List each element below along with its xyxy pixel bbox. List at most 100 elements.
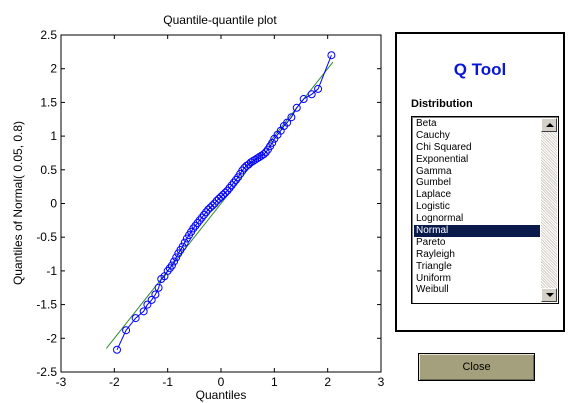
plot-title: Quantile-quantile plot [163, 13, 277, 27]
y-tick-label: -2 [46, 331, 57, 345]
x-tick-label: -1 [162, 375, 173, 389]
data-point [214, 194, 223, 203]
data-point [253, 154, 262, 163]
data-point [178, 242, 187, 251]
data-markers [113, 51, 336, 354]
data-point [221, 188, 230, 197]
y-tick-label: -2.5 [36, 365, 57, 379]
distribution-item[interactable]: Laplace [416, 189, 452, 201]
distribution-item[interactable]: Cauchy [416, 129, 450, 141]
arrow-down-icon [546, 293, 554, 297]
data-point [255, 152, 264, 161]
data-point [238, 166, 247, 175]
data-point [189, 224, 198, 233]
data-point [143, 300, 152, 309]
x-tick-label: 1 [271, 375, 278, 389]
listbox-scrollbar[interactable] [541, 118, 557, 302]
data-point [210, 199, 219, 208]
data-point [154, 283, 163, 292]
data-point [251, 155, 260, 164]
data-point [122, 326, 131, 335]
data-point [287, 113, 296, 122]
data-point [327, 51, 336, 60]
distribution-item[interactable]: Triangle [416, 260, 452, 272]
data-point [292, 103, 301, 112]
data-point [167, 261, 176, 270]
data-point [219, 190, 228, 199]
y-tick-label: 0 [50, 197, 57, 211]
distribution-item[interactable]: Beta [416, 118, 437, 129]
distribution-label: Distribution [411, 98, 473, 110]
x-tick-label: 0 [218, 375, 225, 389]
y-tick-label: 0.5 [40, 163, 57, 177]
data-point [191, 221, 200, 230]
data-point [225, 183, 234, 192]
arrow-up-icon [546, 123, 554, 127]
qq-plot: Quantile-quantile plot -3 -2 -1 0 1 2 3 -2.5 -2 -… [11, 13, 385, 402]
data-point [283, 118, 292, 127]
y-tick-label: -0.5 [36, 230, 57, 244]
distribution-list: Beta Cauchy Chi Squared Exponential Gamma Gum… [414, 118, 540, 296]
data-point [202, 208, 211, 217]
distribution-item[interactable]: Pareto [416, 236, 446, 248]
data-point [131, 314, 140, 323]
data-point [229, 178, 238, 187]
data-point [231, 175, 240, 184]
data-point [246, 158, 255, 167]
data-point [206, 203, 215, 212]
data-point [197, 213, 206, 222]
data-point [299, 95, 308, 104]
distribution-item[interactable]: Normal [414, 225, 540, 237]
data-point [195, 216, 204, 225]
distribution-listbox[interactable]: Beta Cauchy Chi Squared Exponential Gamma Gum… [411, 116, 559, 304]
y-tick-label: 2.5 [40, 28, 57, 42]
distribution-item[interactable]: Uniform [416, 272, 452, 284]
data-point [261, 148, 270, 157]
data-point [217, 192, 225, 201]
distribution-item[interactable]: Gumbel [416, 177, 452, 189]
distribution-item[interactable]: Rayleigh [416, 248, 455, 260]
data-point [249, 157, 257, 166]
data-polyline [116, 55, 332, 351]
y-tick-label: -1.5 [36, 298, 57, 312]
data-point [259, 150, 268, 159]
data-point [163, 266, 172, 275]
data-point [193, 219, 202, 228]
distribution-item[interactable]: Chi Squared [416, 141, 472, 153]
data-point [165, 264, 174, 273]
data-point [208, 201, 217, 210]
qtool-title: Q Tool [453, 60, 507, 79]
distribution-item[interactable]: Lognormal [416, 213, 464, 225]
data-point [199, 210, 208, 219]
distribution-item[interactable]: Gamma [416, 165, 452, 177]
data-point [170, 257, 179, 266]
data-point [139, 307, 148, 316]
distribution-item[interactable]: Exponential [416, 153, 469, 165]
data-point [227, 181, 236, 190]
close-button[interactable]: Close [418, 353, 535, 381]
x-tick-label: -3 [56, 375, 67, 389]
x-tick-label: -2 [109, 375, 120, 389]
scroll-up-button[interactable] [541, 118, 557, 132]
data-point [113, 345, 121, 354]
data-point [268, 138, 277, 147]
data-point [212, 196, 221, 205]
data-point [151, 290, 160, 299]
data-point [172, 253, 181, 262]
data-point [180, 238, 189, 247]
distribution-item[interactable]: Logistic [416, 201, 450, 213]
data-point [147, 295, 156, 304]
data-point [204, 205, 213, 214]
y-tick-label: -1 [46, 264, 57, 278]
x-tick-label: 2 [324, 375, 331, 389]
x-tick-label: 3 [378, 375, 385, 389]
y-axis-label: Quantiles of Normal( 0.05, 0.8) [11, 121, 25, 285]
y-tick-label: 1 [50, 129, 57, 143]
scroll-down-button[interactable] [541, 288, 557, 302]
x-axis-label: Quantiles [196, 388, 247, 402]
data-point [314, 84, 323, 93]
y-tick-label: 2 [50, 62, 57, 76]
data-point [223, 186, 232, 195]
y-tick-label: 1.5 [40, 95, 57, 109]
distribution-item[interactable]: Weibull [416, 284, 449, 296]
